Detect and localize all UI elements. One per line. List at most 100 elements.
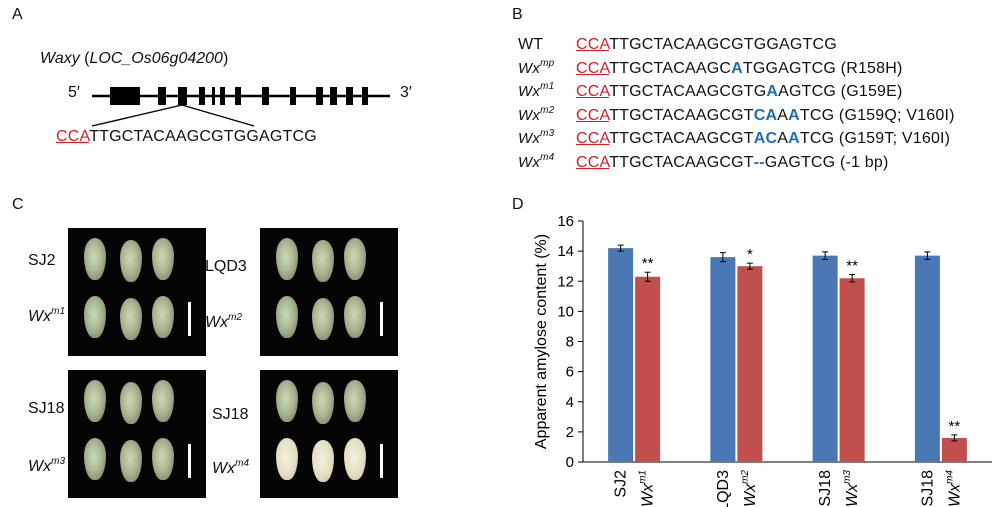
exon-10	[316, 87, 323, 105]
bar-wildtype	[710, 257, 736, 462]
rice-grain	[84, 380, 106, 422]
y-tick-label: 16	[557, 213, 574, 230]
sequence-segment: TCG	[799, 130, 835, 147]
sequence-row-label: Wxm1	[518, 81, 555, 101]
pam-sequence: CCA	[56, 128, 90, 145]
rice-grain	[276, 380, 298, 422]
rice-grain	[344, 380, 366, 422]
exon-9	[290, 87, 296, 105]
sequence-segment: TTGCTACAAGCGT	[609, 153, 754, 171]
mutated-base: --	[753, 153, 765, 171]
sequence-segment: GAGTCG	[764, 153, 836, 171]
photo-label-mutant: Wxm3	[28, 456, 66, 476]
panel-label-a: A	[12, 6, 23, 23]
x-tick-label-wildtype: SJ2	[613, 470, 630, 498]
mutation-note: (G159T; V160I)	[834, 130, 951, 147]
panel-label-d: D	[512, 196, 524, 213]
sequence-segment: TGGAGTCG	[742, 59, 837, 77]
x-tick-label-wildtype: SJ18	[817, 470, 834, 507]
sequence-segment: TTGCTACAAGCGT	[609, 130, 754, 147]
bar-mutant	[839, 278, 865, 462]
sequence-row-seq: CCATTGCTACAAGCGTGGAGTCG	[576, 36, 837, 54]
sequence-segment: TTGCTACAAGC	[609, 59, 732, 77]
pam-sequence: CCA	[576, 59, 610, 77]
rice-grain	[276, 438, 298, 480]
pam-sequence: CCA	[576, 83, 610, 100]
zoom-line-left	[91, 104, 183, 127]
sequence-row-label: Wxm4	[518, 151, 555, 171]
sequence-row-seq: CCATTGCTACAAGCGTCAAATCG (G159Q; V160I)	[576, 107, 955, 125]
y-tick-label: 12	[557, 273, 574, 290]
x-tick-label-mutant: Wxm4	[944, 470, 963, 507]
photo-label-wildtype: SJ18	[28, 400, 65, 417]
exon-2	[158, 87, 166, 105]
rice-grain	[152, 296, 174, 338]
mutated-base: A	[766, 83, 779, 100]
sequence-segment: AGTCG	[778, 83, 837, 100]
photo-label-mutant: Wxm2	[205, 312, 243, 332]
rice-grain	[312, 298, 334, 340]
bar-wildtype	[608, 248, 634, 462]
photo-label-mutant: Wxm4	[212, 458, 250, 478]
target-sequence: CCATTGCTACAAGCGTGGAGTCG	[56, 128, 317, 146]
sequence-segment: TTGCTACAAGCGTGGAGTCG	[609, 36, 837, 53]
gene-title: Waxy (LOC_Os06g04200)	[40, 50, 229, 67]
sequence-row-seq: CCATTGCTACAAGCGTACAATCG (G159T; V160I)	[576, 130, 950, 148]
exon-3-target	[178, 87, 187, 105]
bar-mutant	[737, 266, 763, 462]
rice-grain	[84, 296, 106, 338]
photo-label-wildtype: LQD3	[205, 258, 247, 275]
exon-1	[110, 87, 140, 105]
grain-photo	[68, 228, 206, 356]
sequence-segment: TTGCTACAAGCGT	[609, 106, 754, 124]
significance-label: **	[642, 255, 654, 272]
rice-grain	[276, 238, 298, 280]
gene-structure-diagram	[91, 87, 390, 127]
bar-wildtype	[914, 255, 940, 462]
rice-grain	[120, 382, 142, 424]
x-tick-label-mutant: Wxm3	[842, 470, 861, 507]
exon-7	[235, 87, 241, 105]
y-tick-label: 4	[566, 394, 574, 411]
y-tick-label: 6	[566, 364, 574, 381]
gene-locus: LOC_Os06g04200	[89, 50, 223, 67]
significance-label: **	[949, 418, 961, 435]
y-axis-title: Apparent amylose content (%)	[533, 234, 550, 449]
grain-photo	[260, 228, 398, 356]
rice-grain	[152, 380, 174, 422]
exon-13	[362, 87, 368, 105]
rice-grain	[152, 238, 174, 280]
photo-label-wildtype: SJ18	[212, 406, 249, 423]
sequence-segment: TTGCTACAAGCGTG	[609, 83, 767, 100]
pam-sequence: CCA	[576, 130, 610, 147]
exon-11	[330, 87, 337, 105]
exon-8	[262, 87, 269, 105]
bar-mutant	[941, 437, 967, 462]
rice-grain	[120, 240, 142, 282]
three-prime-label: 3′	[400, 84, 412, 101]
y-tick-label: 0	[566, 454, 574, 471]
target-sequence-body: TTGCTACAAGCGTGGAGTCG	[89, 128, 317, 145]
pam-sequence: CCA	[576, 36, 610, 53]
exon-4	[199, 87, 205, 105]
sequence-row-seq: CCATTGCTACAAGCGT--GAGTCG (-1 bp)	[576, 154, 889, 172]
x-tick-label-wildtype: SJ18	[919, 470, 936, 507]
rice-grain	[312, 240, 334, 282]
scale-bar	[380, 302, 383, 336]
mutated-base: A	[788, 130, 800, 147]
mutation-note: (G159Q; V160I)	[834, 106, 955, 124]
sequence-row-label: WT	[518, 36, 544, 53]
scale-bar	[188, 444, 191, 478]
rice-grain	[344, 438, 366, 480]
y-tick-label: 14	[557, 243, 574, 260]
scale-bar	[188, 302, 191, 336]
rice-grain	[312, 440, 334, 482]
rice-grain	[120, 440, 142, 482]
significance-label: *	[747, 246, 753, 263]
amylose-bar-chart: 0 2 4 6 8 10 12 14 16 Apparent amylose content (%…	[533, 213, 992, 507]
mutated-base: AC	[753, 130, 778, 147]
pam-sequence: CCA	[576, 153, 610, 171]
sequence-row-seq: CCATTGCTACAAGCATGGAGTCG (R158H)	[576, 60, 903, 78]
y-tick-label: 8	[566, 334, 574, 351]
mutated-base: A	[731, 59, 743, 77]
